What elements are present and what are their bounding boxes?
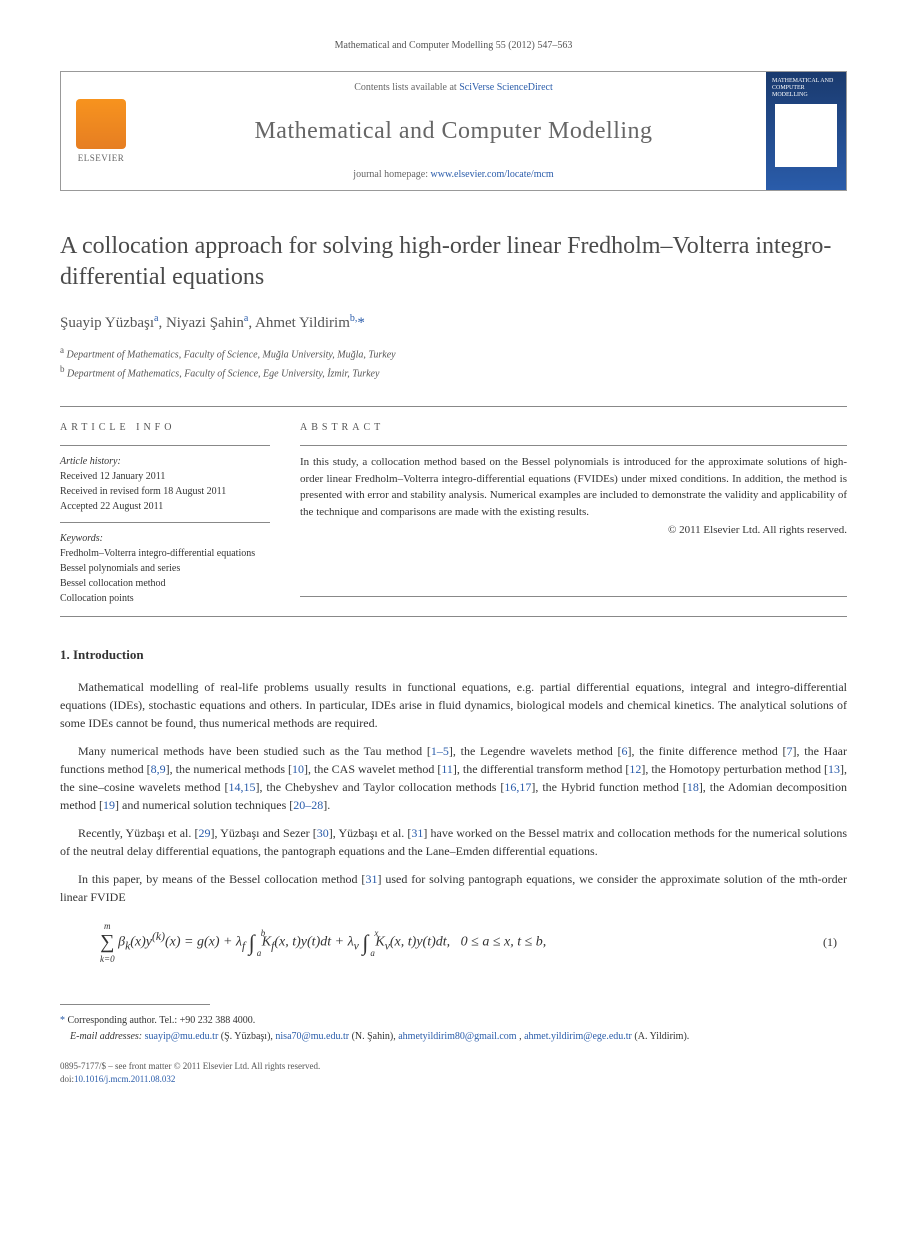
cover-title: MATHEMATICAL AND COMPUTER MODELLING (772, 78, 840, 100)
intro-p4: In this paper, by means of the Bessel co… (60, 870, 847, 906)
sciencedirect-link[interactable]: SciVerse ScienceDirect (459, 82, 553, 93)
journal-name: Mathematical and Computer Modelling (161, 118, 746, 145)
abstract-label: ABSTRACT (300, 422, 847, 433)
elsevier-tree-icon (76, 99, 126, 149)
homepage-line: journal homepage: www.elsevier.com/locat… (161, 169, 746, 180)
intro-p3: Recently, Yüzbaşı et al. [29], Yüzbaşı a… (60, 824, 847, 860)
header-citation: Mathematical and Computer Modelling 55 (… (60, 40, 847, 51)
keyword-2: Bessel collocation method (60, 576, 270, 591)
contents-prefix: Contents lists available at (354, 82, 459, 93)
header-center: Contents lists available at SciVerse Sci… (141, 72, 766, 190)
affil-b: b Department of Mathematics, Faculty of … (60, 363, 847, 381)
received-date: Received 12 January 2011 (60, 469, 270, 484)
keywords-block: Keywords: Fredholm–Volterra integro-diff… (60, 531, 270, 606)
authors-line: Şuayip Yüzbaşıa, Niyazi Şahina, Ahmet Yi… (60, 313, 847, 332)
inner-divider-1 (60, 445, 270, 446)
affiliations: a Department of Mathematics, Faculty of … (60, 344, 847, 381)
divider-top (60, 406, 847, 407)
intro-body: Mathematical modelling of real-life prob… (60, 678, 847, 906)
keyword-3: Collocation points (60, 591, 270, 606)
info-abstract-row: ARTICLE INFO Article history: Received 1… (60, 422, 847, 606)
abstract-text: In this study, a collocation method base… (300, 454, 847, 520)
equation-1-number: (1) (823, 935, 847, 950)
footnotes: * Corresponding author. Tel.: +90 232 38… (60, 1013, 847, 1045)
journal-header-box: ELSEVIER Contents lists available at Sci… (60, 71, 847, 191)
history-label: Article history: (60, 454, 270, 469)
corr-star-icon: * (60, 1015, 65, 1026)
contents-line: Contents lists available at SciVerse Sci… (161, 82, 746, 93)
intro-heading: 1. Introduction (60, 647, 847, 663)
article-info-label: ARTICLE INFO (60, 422, 270, 433)
equation-1: m∑k=0 βk(x)y(k)(x) = g(x) + λf ∫ba Kf(x,… (60, 921, 823, 964)
intro-p1: Mathematical modelling of real-life prob… (60, 678, 847, 732)
inner-divider-4 (300, 596, 847, 597)
keyword-1: Bessel polynomials and series (60, 561, 270, 576)
issn-line: 0895-7177/$ – see front matter © 2011 El… (60, 1060, 847, 1073)
intro-p2: Many numerical methods have been studied… (60, 742, 847, 814)
email-line: E-mail addresses: suayip@mu.edu.tr (Ş. Y… (60, 1029, 847, 1045)
doi-link[interactable]: 10.1016/j.mcm.2011.08.032 (74, 1074, 175, 1084)
footer-divider (60, 1004, 210, 1005)
paper-title: A collocation approach for solving high-… (60, 231, 847, 293)
cover-body (775, 104, 836, 168)
equation-1-row: m∑k=0 βk(x)y(k)(x) = g(x) + λf ∫ba Kf(x,… (60, 921, 847, 964)
accepted-date: Accepted 22 August 2011 (60, 499, 270, 514)
inner-divider-3 (300, 445, 847, 446)
corr-label: Corresponding author. Tel.: +90 232 388 … (68, 1015, 256, 1026)
abstract-col: ABSTRACT In this study, a collocation me… (300, 422, 847, 606)
abstract-copyright: © 2011 Elsevier Ltd. All rights reserved… (300, 524, 847, 536)
homepage-prefix: journal homepage: (353, 169, 430, 180)
article-info-col: ARTICLE INFO Article history: Received 1… (60, 422, 270, 606)
affil-a: a Department of Mathematics, Faculty of … (60, 344, 847, 362)
article-history: Article history: Received 12 January 201… (60, 454, 270, 514)
elsevier-label: ELSEVIER (78, 153, 125, 163)
divider-bottom (60, 616, 847, 617)
inner-divider-2 (60, 522, 270, 523)
corresponding-author: * Corresponding author. Tel.: +90 232 38… (60, 1013, 847, 1029)
journal-cover-thumb: MATHEMATICAL AND COMPUTER MODELLING (766, 72, 846, 190)
homepage-link[interactable]: www.elsevier.com/locate/mcm (431, 169, 554, 180)
keywords-label: Keywords: (60, 531, 270, 546)
elsevier-logo-block: ELSEVIER (61, 72, 141, 190)
doi-label: doi: (60, 1074, 74, 1084)
revised-date: Received in revised form 18 August 2011 (60, 484, 270, 499)
copyright-block: 0895-7177/$ – see front matter © 2011 El… (60, 1060, 847, 1085)
doi-line: doi:10.1016/j.mcm.2011.08.032 (60, 1073, 847, 1086)
keyword-0: Fredholm–Volterra integro-differential e… (60, 546, 270, 561)
